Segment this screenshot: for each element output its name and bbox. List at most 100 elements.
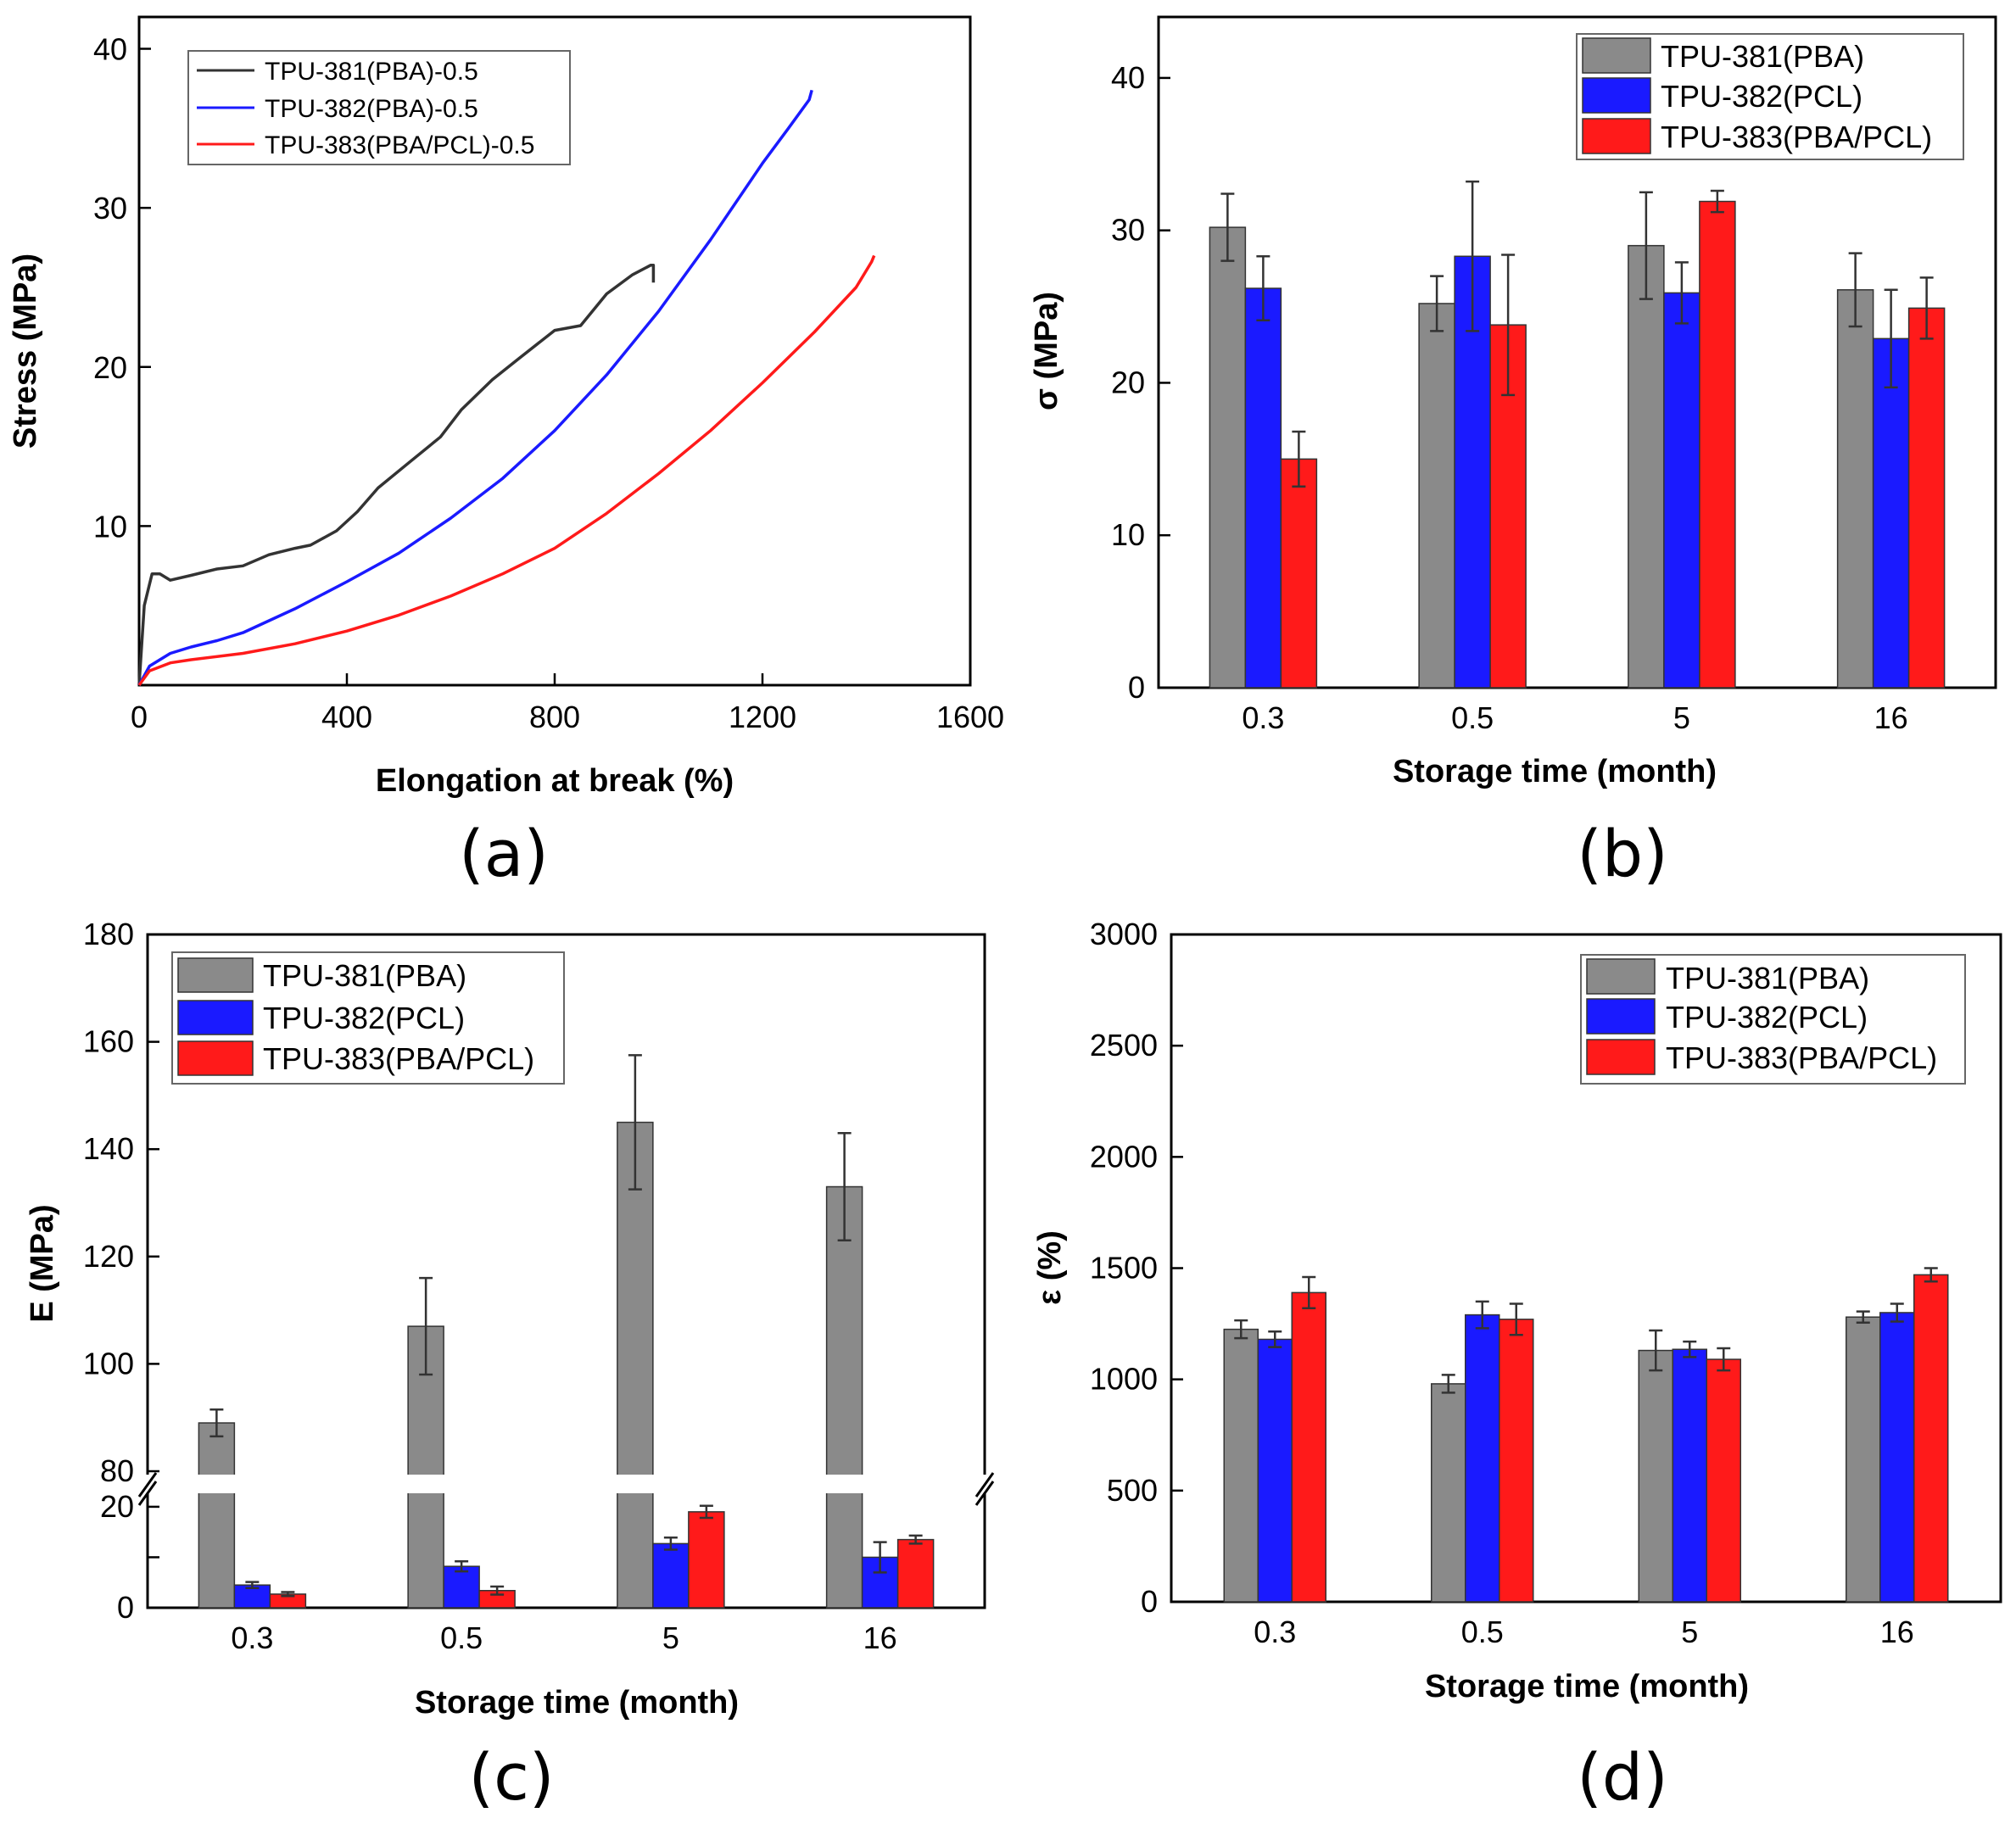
panel-d-y-tick-label: 1500 (1090, 1251, 1158, 1286)
panel-c-plot-frame (146, 933, 986, 1609)
panel-b-y-tick-label: 10 (1111, 517, 1145, 552)
panel-d-bars (1223, 1267, 1949, 1603)
panel-b-legend-swatch-1 (1582, 37, 1651, 74)
panel-b-legend-swatch-3 (1582, 118, 1651, 154)
panel-d-x-tick-label: 0.3 (1254, 1615, 1296, 1649)
panel-a-x-tick-label: 1600 (936, 700, 1004, 734)
panel-d-bar (1672, 1348, 1707, 1603)
panel-c-bar (652, 1542, 690, 1609)
panel-d-legend-label-2: TPU-382(PCL) (1666, 1000, 1868, 1035)
panel-d-legend-swatch-2 (1586, 998, 1656, 1035)
panel-c-bar (825, 1185, 863, 1609)
panel-b-bar (1209, 226, 1247, 689)
panel-b-x-tick-label: 0.5 (1451, 700, 1494, 735)
panel-c-break-slash (974, 1481, 995, 1506)
panel-b-bar (1699, 200, 1736, 689)
panel-b-bar (1418, 303, 1455, 689)
panel-d-y-tick-label: 2500 (1090, 1028, 1158, 1063)
panel-d-bar (1706, 1358, 1741, 1603)
panel-b-label: (b) (1577, 816, 1668, 891)
panel-a-x-tick-label: 1200 (729, 700, 796, 734)
panel-c-legend-label-1: TPU-381(PBA) (263, 958, 466, 993)
panel-d-bar (1638, 1349, 1673, 1603)
panel-b-y-axis-title: σ (MPa) (1029, 292, 1064, 410)
panel-c-legend-swatch-1 (177, 957, 254, 993)
panel-a-legend: TPU-381(PBA)-0.5 TPU-382(PBA)-0.5 TPU-38… (187, 50, 571, 165)
panel-a-stress-strain-chart: 0 400 800 1200 1600 10 20 30 40 Elongation at br… (8, 15, 1004, 891)
panel-a-y-tick-label: 40 (93, 32, 127, 67)
panel-c-legend-swatch-3 (177, 1040, 254, 1076)
panel-b-y-tick-label: 30 (1111, 213, 1145, 248)
panel-d-legend-label-3: TPU-383(PBA/PCL) (1666, 1040, 1937, 1075)
panel-c-y-tick-label: 180 (83, 917, 134, 951)
panel-a-legend-label-1: TPU-381(PBA)-0.5 (265, 58, 478, 86)
panel-a-series-line-1 (137, 263, 656, 686)
panel-b-legend-label-2: TPU-382(PCL) (1661, 79, 1862, 114)
panel-d-bar (1291, 1291, 1326, 1603)
panel-a-x-tick-label: 800 (529, 700, 580, 734)
panel-d-bar (1499, 1319, 1534, 1603)
panel-c-y-tick-label: 160 (83, 1024, 134, 1059)
panel-a-x-axis-title: Elongation at break (%) (376, 763, 734, 799)
panel-a-x-tick-label: 400 (321, 700, 372, 734)
panel-d-x-tick-label: 0.5 (1461, 1615, 1504, 1649)
panel-b-y-tick-label: 20 (1111, 365, 1145, 399)
panel-d-y-tick-label: 1000 (1090, 1362, 1158, 1397)
panel-b-bar (1872, 337, 1910, 689)
panel-b-x-tick-label: 16 (1874, 700, 1908, 735)
panel-d-elongation-chart: 0 500 1000 1500 2000 2500 3000 0.3 0.5 5 16 Storag… (1032, 917, 2002, 1815)
panel-c-label: (c) (468, 1739, 554, 1815)
panel-d-y-tick-label: 0 (1141, 1584, 1158, 1619)
panel-b-x-axis-title: Storage time (month) (1393, 754, 1717, 789)
panel-d-bar (1257, 1338, 1293, 1603)
panel-d-x-tick-label: 16 (1880, 1615, 1914, 1649)
panel-b-legend-label-1: TPU-381(PBA) (1661, 39, 1864, 74)
panel-c-y-tick-label: 20 (100, 1489, 134, 1524)
panel-a-y-tick-label: 30 (93, 191, 127, 226)
panel-d-label: (d) (1577, 1739, 1668, 1815)
panel-c-legend: TPU-381(PBA) TPU-382(PCL) TPU-383(PBA/PC… (171, 951, 565, 1085)
panel-a-y-tick-label: 20 (93, 350, 127, 385)
panel-c-y-tick-label: 80 (100, 1453, 134, 1488)
panel-d-y-tick-label: 500 (1107, 1473, 1158, 1508)
panel-a-legend-label-2: TPU-382(PBA)-0.5 (265, 95, 478, 123)
panel-b-y-tick-label: 0 (1128, 670, 1145, 705)
panel-d-ticks: 0 500 1000 1500 2000 2500 3000 0.3 0.5 5 16 (1090, 917, 1914, 1649)
panel-c-break-slash (974, 1472, 995, 1498)
panel-d-bar (1465, 1314, 1500, 1603)
panel-a-legend-label-3: TPU-383(PBA/PCL)-0.5 (265, 131, 534, 159)
panel-b-bar (1280, 458, 1318, 689)
panel-a-y-tick-label: 10 (93, 509, 127, 544)
panel-c-x-tick-label: 0.5 (440, 1620, 483, 1655)
panel-c-break-slash (137, 1472, 158, 1498)
panel-d-bar (1431, 1383, 1466, 1603)
panel-c-x-tick-label: 5 (662, 1620, 679, 1655)
panel-d-x-axis-title: Storage time (month) (1425, 1669, 1749, 1704)
panel-d-bar (1913, 1274, 1949, 1603)
panel-d-legend-label-1: TPU-381(PBA) (1666, 961, 1869, 996)
panel-c-bar (443, 1565, 480, 1609)
panel-c-y-tick-label: 0 (117, 1590, 134, 1625)
panel-d-y-axis-title: ε (%) (1032, 1230, 1068, 1305)
panel-d-y-tick-label: 3000 (1090, 917, 1158, 951)
panel-b-x-tick-label: 5 (1673, 700, 1690, 735)
panel-a-x-tick-label: 0 (131, 700, 148, 734)
panel-b-bar (1907, 307, 1946, 689)
panel-c-y-axis-title: E (MPa) (25, 1204, 60, 1322)
panel-b-bars (1209, 180, 1946, 689)
panel-d-legend-swatch-1 (1586, 958, 1656, 995)
panel-b-x-tick-label: 0.3 (1242, 700, 1284, 735)
panel-c-bar (617, 1121, 654, 1609)
panel-c-bar (198, 1422, 236, 1609)
panel-c-bars (198, 1054, 935, 1609)
panel-a-y-axis-title: Stress (MPa) (8, 254, 43, 449)
panel-c-break-slash (137, 1481, 158, 1506)
panel-a-series-line-2 (137, 89, 813, 686)
panel-c-axis-break (137, 1472, 995, 1506)
panel-d-y-tick-label: 2000 (1090, 1139, 1158, 1174)
panel-b-bar (1836, 289, 1874, 689)
